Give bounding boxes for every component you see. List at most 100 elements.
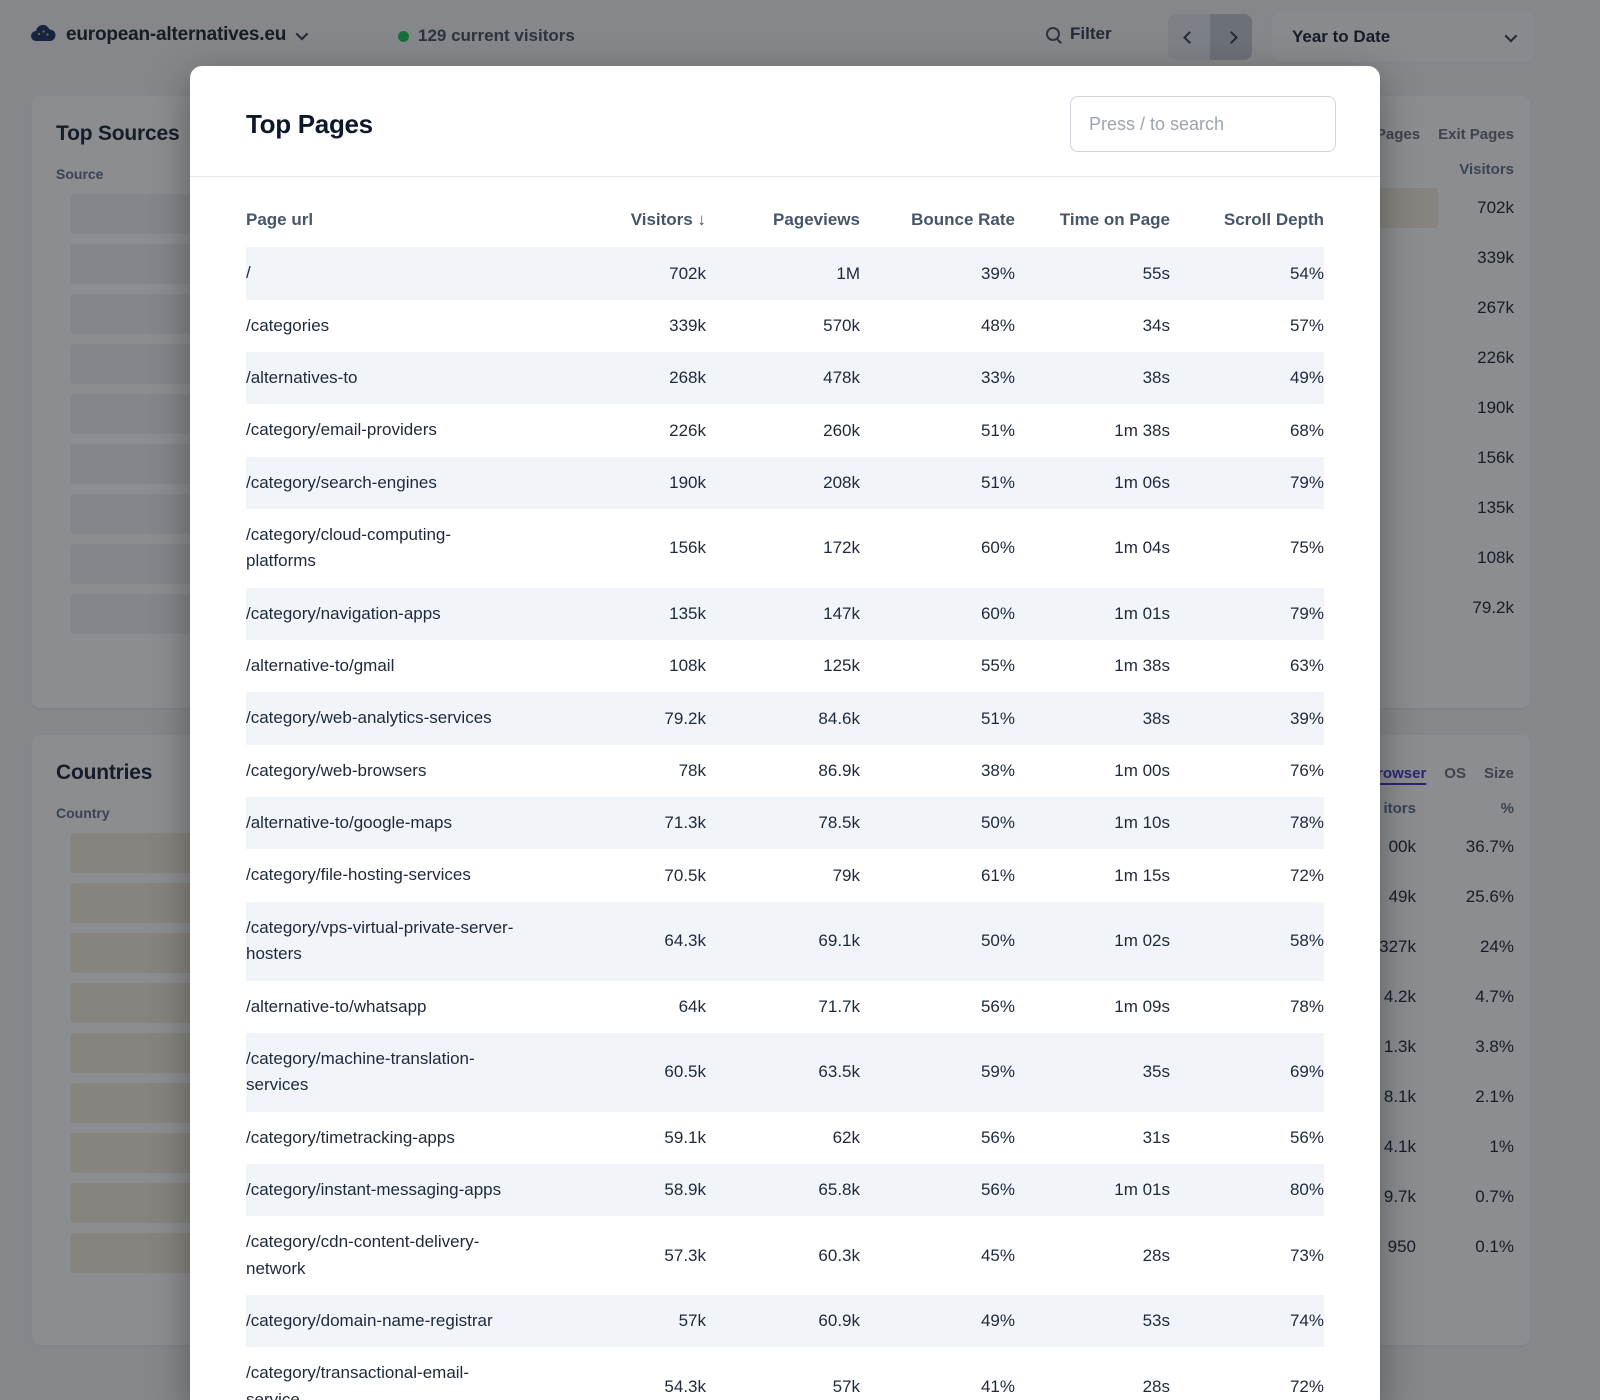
- page-metric: 60%: [980, 538, 1015, 558]
- page-row[interactable]: / 702k 1M 39% 55s 54%: [246, 247, 1324, 300]
- page-row[interactable]: /alternatives-to 268k 478k 33% 38s 49%: [246, 352, 1324, 405]
- device-row[interactable]: 1.3k 3.8%: [816, 1027, 1514, 1067]
- page-metric: 84.6k: [818, 708, 860, 728]
- page-row[interactable]: /category/domain-name-registrar 57k 60.9k 4…: [246, 1294, 1324, 1348]
- top-bar: european-alternatives.eu 129 current vis…: [0, 0, 1600, 76]
- device-percent: 0.1%: [1475, 1237, 1514, 1256]
- modal-divider: [190, 176, 1380, 177]
- site-selector[interactable]: european-alternatives.eu: [30, 22, 309, 48]
- device-row[interactable]: 49k 25.6%: [816, 877, 1514, 917]
- device-row[interactable]: 8.1k 2.1%: [816, 1077, 1514, 1117]
- page-row[interactable]: /category/navigation-apps 135k 147k 60% 1m 0…: [246, 587, 1324, 641]
- page-metric: 55%: [980, 656, 1015, 676]
- page-url: /categories: [246, 315, 330, 335]
- page-metric: 156k: [669, 538, 706, 558]
- page-metric: 38s: [1142, 708, 1170, 728]
- page-metric: 59.1k: [664, 1127, 706, 1147]
- page-metric: 51%: [980, 420, 1015, 440]
- devices-tab-rowser[interactable]: rowser: [1377, 765, 1427, 782]
- page-metric: 71.3k: [664, 813, 706, 833]
- column-header-pageviews[interactable]: Pageviews: [773, 210, 860, 230]
- visitor-count: 108k: [1477, 548, 1514, 567]
- page-row[interactable]: /category/machine-translation-services 60…: [246, 1032, 1324, 1112]
- page-metric: 125k: [823, 656, 860, 676]
- device-row[interactable]: 4.2k 4.7%: [816, 977, 1514, 1017]
- column-header-bounce-rate[interactable]: Bounce Rate: [911, 210, 1015, 230]
- page-metric: 57%: [1289, 315, 1324, 335]
- page-row[interactable]: /category/search-engines 190k 208k 51% 1m 06…: [246, 456, 1324, 510]
- page-metric: 54%: [1289, 263, 1324, 283]
- device-row[interactable]: 950 0.1%: [816, 1227, 1514, 1267]
- page-row[interactable]: /category/cdn-content-delivery-network 57…: [246, 1216, 1324, 1295]
- page-metric: 86.9k: [818, 760, 860, 780]
- pages-tab-exit-pages[interactable]: Exit Pages: [1438, 126, 1514, 143]
- page-row[interactable]: /alternative-to/gmail 108k 125k 55% 1m 38s 63…: [246, 640, 1324, 692]
- pages-table: Page url Visitors ↓ Pageviews Bounce Rate Ti…: [190, 177, 1380, 1400]
- column-header-visitors[interactable]: Visitors ↓: [630, 210, 706, 230]
- page-metric: 79k: [832, 865, 860, 885]
- page-url: /alternatives-to: [246, 368, 358, 388]
- page-metric: 56%: [980, 996, 1015, 1016]
- page-row[interactable]: /category/cloud-computing-platforms 156k 1…: [246, 509, 1324, 588]
- device-row[interactable]: 4.1k 1%: [816, 1127, 1514, 1167]
- page-url: /category/search-engines: [246, 472, 437, 492]
- country-column-label: Country: [56, 805, 110, 821]
- source-column-label: Source: [56, 166, 104, 182]
- page-row[interactable]: /category/email-providers 226k 260k 51% 1m 3…: [246, 404, 1324, 456]
- live-visitors[interactable]: 129 current visitors: [398, 26, 575, 46]
- page-row[interactable]: /category/web-browsers 78k 86.9k 38% 1m 00s 7…: [246, 745, 1324, 797]
- column-header-page-url[interactable]: Page url: [246, 210, 314, 229]
- page-metric: 39%: [980, 263, 1015, 283]
- page-row[interactable]: /category/file-hosting-services 70.5k 79k 6…: [246, 849, 1324, 901]
- modal-search-input[interactable]: [1070, 96, 1336, 152]
- page-metric: 1m 10s: [1114, 813, 1170, 833]
- page-url: /category/transactional-email-service: [246, 1363, 469, 1400]
- filter-button[interactable]: Filter: [1046, 24, 1112, 44]
- device-percent: 0.7%: [1475, 1187, 1514, 1206]
- page-metric: 68%: [1289, 420, 1324, 440]
- page-row[interactable]: /category/vps-virtual-private-server-hos…: [246, 901, 1324, 981]
- prev-period-button[interactable]: [1168, 14, 1210, 60]
- page-url: /category/cdn-content-delivery-network: [246, 1232, 480, 1278]
- page-metric: 702k: [669, 263, 706, 283]
- page-metric: 135k: [669, 603, 706, 623]
- device-row[interactable]: 327k 24%: [816, 927, 1514, 967]
- device-row[interactable]: 00k 36.7%: [816, 827, 1514, 867]
- pages-table-header: Page url Visitors ↓ Pageviews Bounce Rate Ti…: [246, 197, 1324, 247]
- date-nav: [1168, 14, 1252, 60]
- page-metric: 1m 02s: [1114, 931, 1170, 951]
- device-row[interactable]: 9.7k 0.7%: [816, 1177, 1514, 1217]
- visitor-count: 135k: [1477, 498, 1514, 517]
- page-metric: 78.5k: [818, 813, 860, 833]
- page-metric: 79%: [1289, 603, 1324, 623]
- page-metric: 35s: [1142, 1062, 1170, 1082]
- page-metric: 62k: [832, 1127, 860, 1147]
- date-range-select[interactable]: Year to Date: [1272, 12, 1534, 62]
- page-metric: 57k: [678, 1311, 706, 1331]
- page-metric: 78%: [1289, 813, 1324, 833]
- next-period-button[interactable]: [1210, 14, 1252, 60]
- page-metric: 69.1k: [818, 931, 860, 951]
- device-visitors: 9.7k: [1383, 1187, 1416, 1206]
- page-metric: 78k: [678, 760, 706, 780]
- page-metric: 339k: [669, 315, 706, 335]
- page-metric: 1m 00s: [1114, 760, 1170, 780]
- device-visitors: 4.2k: [1383, 987, 1416, 1006]
- page-row[interactable]: /category/transactional-email-service 54.…: [246, 1347, 1324, 1400]
- device-visitors: 49k: [1388, 887, 1416, 906]
- page-metric: 56%: [1289, 1127, 1324, 1147]
- countries-title: Countries: [56, 761, 153, 784]
- devices-tab-size[interactable]: Size: [1483, 765, 1514, 782]
- devices-tab-os[interactable]: OS: [1444, 765, 1466, 782]
- page-row[interactable]: /alternative-to/google-maps 71.3k 78.5k 50%…: [246, 797, 1324, 850]
- column-header-time-on-page[interactable]: Time on Page: [1059, 210, 1170, 230]
- page-row[interactable]: /alternative-to/whatsapp 64k 71.7k 56% 1m 09…: [246, 981, 1324, 1033]
- page-metric: 65.8k: [818, 1180, 860, 1200]
- pages-tab-pages[interactable]: Pages: [1375, 126, 1421, 143]
- page-row[interactable]: /categories 339k 570k 48% 34s 57%: [246, 300, 1324, 352]
- page-row[interactable]: /category/timetracking-apps 59.1k 62k 56% 31…: [246, 1112, 1324, 1164]
- page-row[interactable]: /category/instant-messaging-apps 58.9k 65.…: [246, 1163, 1324, 1217]
- page-row[interactable]: /category/web-analytics-services 79.2k 84.…: [246, 692, 1324, 745]
- column-header-scroll-depth[interactable]: Scroll Depth: [1223, 210, 1324, 230]
- page-metric: 260k: [823, 420, 860, 440]
